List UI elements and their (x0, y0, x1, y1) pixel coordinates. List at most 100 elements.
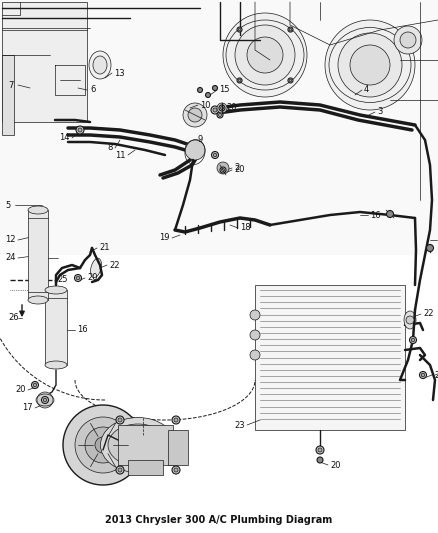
Text: 11: 11 (116, 150, 126, 159)
Ellipse shape (45, 361, 67, 369)
Circle shape (421, 373, 425, 377)
Circle shape (174, 418, 178, 422)
Text: 6: 6 (90, 85, 95, 94)
Text: 22: 22 (423, 310, 434, 319)
Circle shape (118, 468, 122, 472)
Circle shape (325, 20, 415, 110)
Circle shape (220, 167, 226, 173)
Circle shape (172, 466, 180, 474)
Bar (2, 2, 87, 122)
Circle shape (33, 383, 37, 387)
Circle shape (338, 33, 402, 97)
Text: 20: 20 (226, 102, 237, 111)
Ellipse shape (91, 259, 102, 278)
Circle shape (174, 468, 178, 472)
Ellipse shape (28, 296, 48, 304)
Circle shape (76, 276, 80, 280)
Circle shape (76, 126, 84, 134)
Text: 12: 12 (5, 236, 15, 245)
Circle shape (316, 446, 324, 454)
Circle shape (410, 336, 417, 343)
Circle shape (386, 211, 393, 217)
Bar (168, 430, 188, 465)
Circle shape (219, 105, 225, 111)
Circle shape (247, 37, 283, 73)
Circle shape (212, 85, 218, 91)
Circle shape (250, 330, 260, 340)
Circle shape (63, 405, 143, 485)
Circle shape (42, 397, 49, 403)
Circle shape (217, 112, 223, 118)
Circle shape (116, 416, 124, 424)
Text: 17: 17 (22, 403, 33, 413)
Text: 4: 4 (364, 85, 369, 94)
Circle shape (217, 103, 227, 113)
Circle shape (116, 466, 124, 474)
Circle shape (213, 154, 217, 157)
Circle shape (238, 79, 241, 82)
Bar (2, 55, 14, 135)
Circle shape (74, 274, 81, 281)
Text: 3: 3 (377, 108, 382, 117)
Text: 14: 14 (60, 133, 70, 142)
Text: 13: 13 (114, 69, 125, 77)
Text: 15: 15 (219, 85, 230, 94)
Text: 7: 7 (8, 80, 14, 90)
Bar (255, 285, 405, 430)
Circle shape (219, 114, 222, 117)
Circle shape (118, 418, 122, 422)
Circle shape (406, 316, 414, 324)
Bar (28, 210, 48, 300)
Text: 21: 21 (99, 244, 110, 253)
Text: 2013 Chrysler 300 A/C Plumbing Diagram: 2013 Chrysler 300 A/C Plumbing Diagram (106, 515, 332, 525)
Circle shape (222, 168, 225, 172)
Text: 18: 18 (240, 223, 251, 232)
Circle shape (250, 310, 260, 320)
Circle shape (400, 32, 416, 48)
Circle shape (172, 416, 180, 424)
Ellipse shape (100, 417, 176, 472)
Circle shape (288, 27, 293, 32)
Circle shape (183, 103, 207, 127)
Circle shape (427, 245, 434, 252)
Circle shape (217, 162, 229, 174)
Circle shape (411, 338, 415, 342)
Text: 22: 22 (109, 261, 120, 270)
Ellipse shape (89, 51, 111, 79)
Circle shape (213, 108, 217, 112)
Circle shape (420, 372, 427, 378)
Text: 19: 19 (159, 233, 170, 243)
Text: 24: 24 (5, 254, 15, 262)
Text: 10: 10 (200, 101, 211, 109)
Text: 2: 2 (234, 164, 239, 173)
Circle shape (95, 437, 111, 453)
Text: 5: 5 (5, 200, 10, 209)
Circle shape (43, 398, 47, 402)
Circle shape (223, 13, 307, 97)
Bar (45, 290, 67, 365)
Circle shape (318, 448, 322, 452)
Circle shape (205, 93, 211, 98)
Circle shape (237, 27, 242, 32)
Ellipse shape (108, 424, 168, 466)
Text: 9: 9 (197, 135, 202, 144)
Text: 20: 20 (434, 370, 438, 379)
Circle shape (220, 107, 223, 109)
Circle shape (237, 78, 242, 83)
Circle shape (394, 26, 422, 54)
Circle shape (317, 457, 323, 463)
Circle shape (32, 382, 39, 389)
Circle shape (235, 25, 295, 85)
Text: 8: 8 (108, 143, 113, 152)
Circle shape (188, 108, 202, 122)
Text: 20: 20 (87, 273, 98, 282)
Circle shape (211, 106, 219, 114)
Text: 20: 20 (15, 385, 26, 394)
Circle shape (289, 28, 292, 31)
Text: 26: 26 (8, 313, 19, 322)
Ellipse shape (45, 286, 67, 294)
Circle shape (37, 392, 53, 408)
Circle shape (75, 417, 131, 473)
Circle shape (350, 45, 390, 85)
Circle shape (78, 128, 82, 132)
